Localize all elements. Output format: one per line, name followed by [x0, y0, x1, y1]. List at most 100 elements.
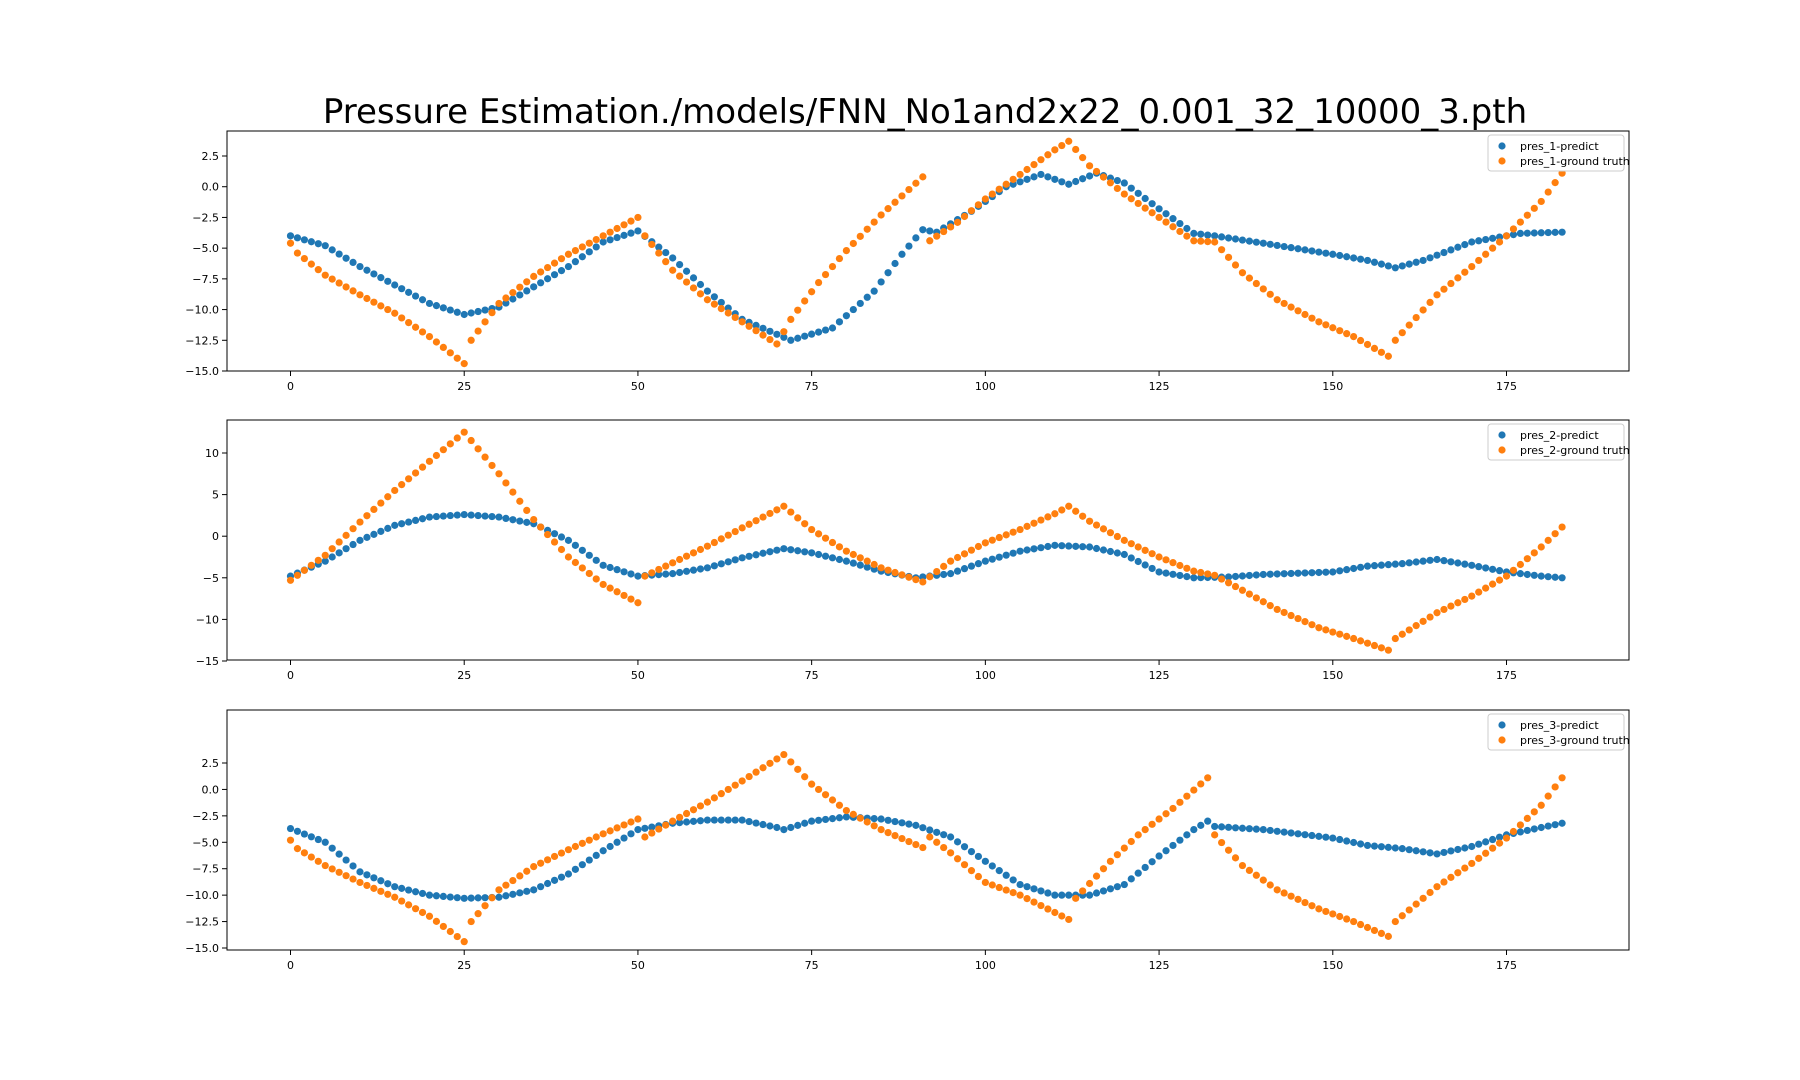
data-point — [794, 514, 802, 522]
data-point — [960, 861, 969, 869]
data-point — [1169, 570, 1177, 578]
data-point — [620, 221, 628, 229]
data-point — [870, 815, 878, 823]
data-point — [703, 798, 712, 806]
data-point — [891, 831, 899, 840]
data-point — [1079, 175, 1087, 183]
data-point — [1530, 549, 1538, 557]
data-point — [1551, 530, 1559, 538]
data-point — [571, 247, 579, 255]
data-point — [502, 479, 510, 487]
data-point — [516, 872, 524, 880]
data-point — [585, 551, 593, 559]
data-point — [752, 327, 760, 335]
data-point — [1009, 889, 1017, 897]
data-point — [1489, 844, 1497, 852]
subplot-2: 0 25 50 75 100 125 150 1751050−5−10−15pres_2-pr… — [196, 419, 1630, 682]
data-point — [418, 296, 427, 304]
data-point — [1315, 318, 1323, 326]
data-point — [1461, 864, 1469, 872]
data-point — [1336, 912, 1344, 921]
data-point — [1092, 544, 1101, 553]
data-point — [849, 550, 857, 559]
data-point — [669, 559, 677, 567]
data-point — [585, 856, 593, 864]
data-point — [1377, 561, 1386, 569]
data-point — [947, 833, 955, 841]
data-point — [1433, 555, 1441, 564]
data-point — [863, 293, 871, 301]
data-point — [1113, 549, 1121, 557]
data-point — [592, 556, 600, 564]
data-point — [398, 285, 406, 293]
data-point — [1502, 572, 1511, 580]
data-point — [1085, 543, 1094, 551]
data-point — [286, 836, 295, 844]
data-point — [960, 212, 969, 221]
data-point — [1405, 559, 1413, 567]
data-point — [467, 894, 475, 902]
data-point — [794, 821, 802, 829]
x-tick-label: 125 — [1149, 959, 1170, 972]
data-point — [356, 518, 364, 526]
data-point — [953, 218, 962, 226]
x-tick-label: 150 — [1322, 669, 1343, 682]
data-point — [509, 890, 517, 898]
data-point — [1231, 572, 1240, 581]
data-point — [1092, 521, 1101, 529]
data-point — [405, 288, 413, 296]
data-point — [1558, 228, 1566, 236]
data-point — [682, 567, 691, 575]
data-point — [578, 839, 586, 847]
data-point — [384, 493, 392, 501]
data-point — [564, 870, 573, 878]
legend-label: pres_1-predict — [1520, 140, 1599, 153]
data-point — [1245, 590, 1254, 598]
series-predict — [286, 813, 1566, 902]
data-point — [1384, 561, 1392, 569]
data-point — [1315, 248, 1323, 256]
data-point — [1058, 542, 1066, 550]
data-point — [738, 816, 746, 824]
data-point — [773, 823, 781, 832]
data-point — [766, 509, 774, 518]
data-point — [516, 291, 524, 299]
data-point — [571, 865, 579, 873]
data-point — [1461, 241, 1469, 249]
data-point — [432, 917, 441, 925]
data-point — [1134, 543, 1142, 551]
data-point — [1245, 825, 1254, 833]
data-point — [1329, 324, 1337, 332]
data-point — [1336, 327, 1344, 335]
data-point — [613, 824, 621, 832]
data-point — [1211, 831, 1219, 839]
data-point — [1391, 634, 1399, 643]
data-point — [738, 318, 746, 326]
data-point — [912, 821, 920, 829]
data-point — [905, 242, 913, 250]
data-point — [1343, 837, 1351, 845]
data-point — [370, 270, 378, 278]
y-tick-label: −12.5 — [185, 334, 219, 347]
data-point — [425, 891, 434, 899]
data-point — [662, 258, 670, 266]
data-point — [745, 322, 753, 330]
data-point — [377, 302, 385, 310]
data-point — [1537, 229, 1545, 237]
x-tick-label: 125 — [1149, 669, 1170, 682]
series-ground-truth — [286, 137, 1566, 368]
data-point — [432, 512, 441, 521]
data-point — [1495, 839, 1504, 847]
data-point — [1495, 833, 1504, 841]
data-point — [1287, 244, 1295, 252]
data-point — [585, 569, 593, 578]
data-point — [648, 569, 656, 577]
data-point — [808, 288, 816, 296]
data-point — [1280, 889, 1288, 897]
data-point — [773, 546, 781, 554]
data-point — [377, 887, 385, 895]
data-point — [877, 278, 885, 286]
data-point — [1120, 190, 1128, 198]
data-point — [1433, 609, 1441, 617]
data-point — [1294, 307, 1302, 315]
